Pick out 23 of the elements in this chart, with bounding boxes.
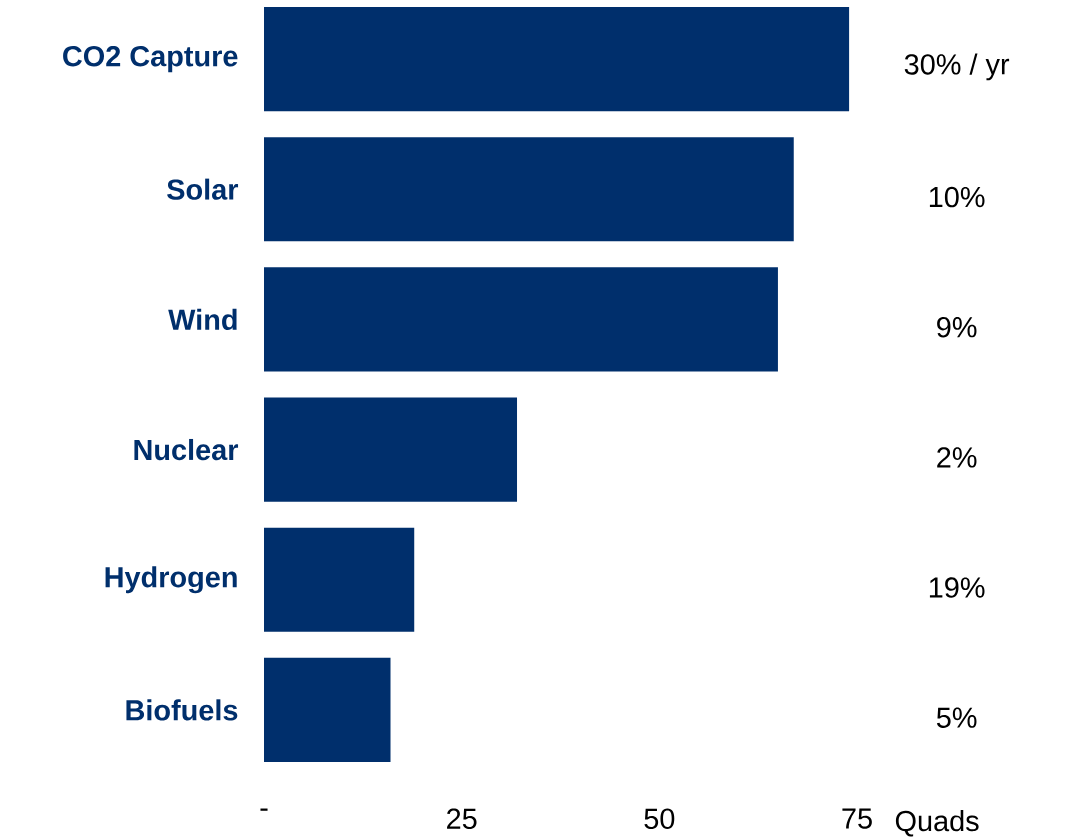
y-tick-label: Nuclear xyxy=(134,438,239,461)
y-tick-label: Hydrogen xyxy=(105,566,237,594)
text: 30% / yr xyxy=(904,53,1010,81)
y-tick-label: Biofuels xyxy=(126,699,238,721)
text: 2% xyxy=(937,447,977,468)
x-tick-label: - xyxy=(260,808,268,811)
y-tick-label: CO2 Capture xyxy=(63,45,238,73)
bar xyxy=(264,397,518,502)
text: 19% xyxy=(929,577,985,598)
bar xyxy=(264,657,391,762)
bar xyxy=(264,267,778,372)
x-tick-label: 50 xyxy=(644,808,675,829)
text: 5% xyxy=(936,707,977,728)
x-tick-label: 75 xyxy=(842,808,872,829)
y-tick-label: Solar xyxy=(167,178,239,200)
text: 9% xyxy=(937,316,977,338)
x-axis-title: Quads xyxy=(895,810,979,837)
text: 10% xyxy=(929,186,985,208)
bar xyxy=(264,137,794,242)
x-tick-label: 25 xyxy=(447,808,477,829)
y-tick-label: Wind xyxy=(168,308,237,331)
bar xyxy=(264,7,850,112)
bar xyxy=(264,527,415,632)
